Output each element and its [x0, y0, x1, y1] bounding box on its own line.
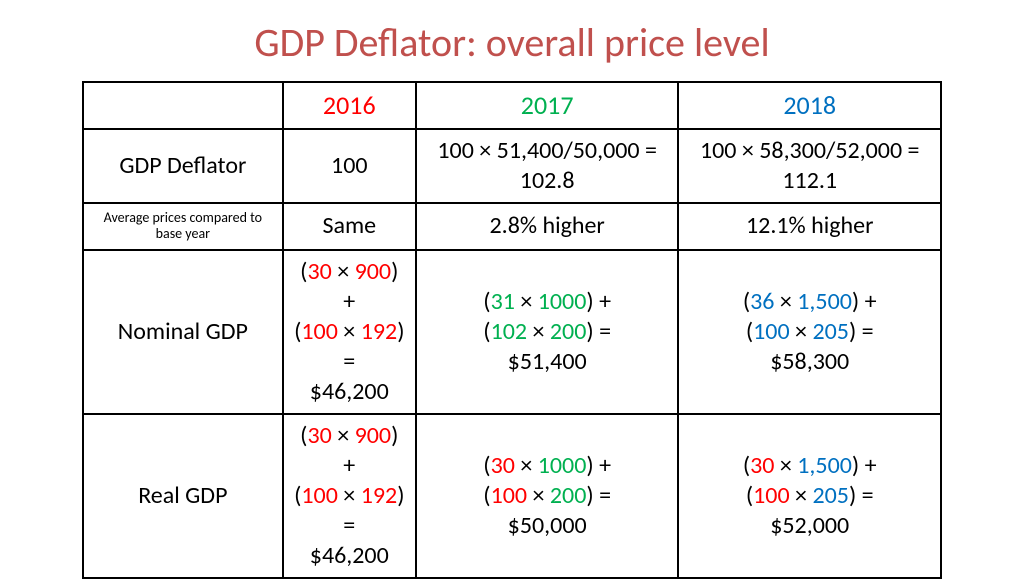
cell-nominal-2017: (31 × 1000) +(102 × 200) =$51,400: [416, 250, 679, 414]
row-label-avg: Average prices compared to base year: [83, 203, 283, 251]
header-2018: 2018: [678, 82, 941, 129]
cell-real-2016: (30 × 900) +(100 × 192) =$46,200: [283, 414, 416, 578]
row-nominal: Nominal GDP (30 × 900) +(100 × 192) =$46…: [83, 250, 941, 414]
cell-avg-2016: Same: [283, 203, 416, 251]
header-empty: [83, 82, 283, 129]
row-label-deflator: GDP Deflator: [83, 129, 283, 203]
page-title: GDP Deflator: overall price level: [254, 18, 769, 67]
gdp-table: 2016 2017 2018 GDP Deflator 100 100 × 51…: [82, 81, 942, 579]
row-label-real: Real GDP: [83, 414, 283, 578]
row-label-nominal: Nominal GDP: [83, 250, 283, 414]
row-avg: Average prices compared to base year Sam…: [83, 203, 941, 251]
cell-avg-2018: 12.1% higher: [678, 203, 941, 251]
cell-deflator-2018: 100 × 58,300/52,000 = 112.1: [678, 129, 941, 203]
cell-nominal-2016: (30 × 900) +(100 × 192) =$46,200: [283, 250, 416, 414]
cell-deflator-2016: 100: [283, 129, 416, 203]
cell-deflator-2017: 100 × 51,400/50,000 = 102.8: [416, 129, 679, 203]
cell-real-2017: (30 × 1000) +(100 × 200) =$50,000: [416, 414, 679, 578]
cell-real-2018: (30 × 1,500) +(100 × 205) =$52,000: [678, 414, 941, 578]
row-deflator: GDP Deflator 100 100 × 51,400/50,000 = 1…: [83, 129, 941, 203]
cell-nominal-2018: (36 × 1,500) +(100 × 205) =$58,300: [678, 250, 941, 414]
cell-avg-2017: 2.8% higher: [416, 203, 679, 251]
header-row: 2016 2017 2018: [83, 82, 941, 129]
header-2017: 2017: [416, 82, 679, 129]
row-real: Real GDP (30 × 900) +(100 × 192) =$46,20…: [83, 414, 941, 578]
header-2016: 2016: [283, 82, 416, 129]
